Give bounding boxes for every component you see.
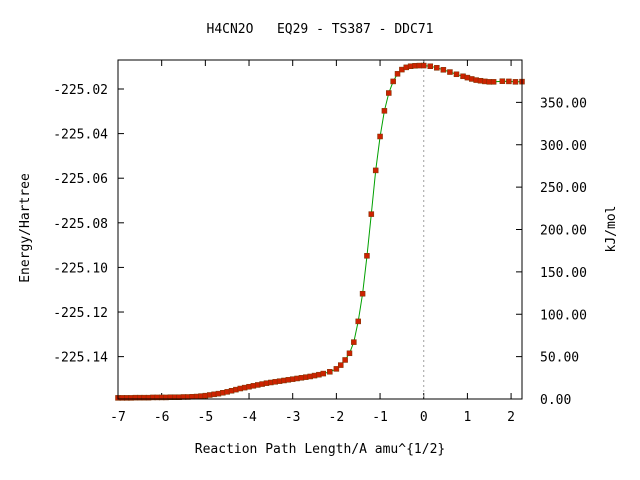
y-tick-label: -225.06 — [53, 172, 108, 187]
data-point — [377, 133, 383, 140]
data-point — [490, 79, 497, 85]
energy-curve-line — [118, 65, 523, 399]
x-tick-label: 2 — [507, 410, 515, 425]
data-point — [394, 71, 401, 77]
y2-tick-label: 300.00 — [540, 139, 587, 154]
x-tick-label: -4 — [241, 410, 257, 425]
energy-data-points — [115, 62, 525, 401]
y2-tick-label: 250.00 — [540, 181, 587, 196]
y2-tick-label: 150.00 — [540, 266, 587, 281]
data-point — [386, 90, 392, 96]
data-point — [512, 79, 519, 85]
y-tick-label: -225.10 — [53, 261, 108, 276]
y2-axis-title: kJ/mol — [604, 206, 619, 253]
data-point — [346, 350, 353, 357]
data-point — [420, 62, 427, 69]
x-tick-label: -6 — [154, 410, 170, 425]
data-point — [364, 253, 370, 259]
y2-tick-label: 0.00 — [540, 393, 571, 408]
plot-frame — [117, 59, 523, 400]
y-tick-label: -225.02 — [53, 83, 108, 98]
data-point — [427, 63, 434, 69]
y-axis-title: Energy/Hartree — [18, 173, 33, 283]
data-point — [447, 69, 453, 75]
data-point — [320, 370, 327, 377]
y2-axis-ticks: 0.00 50.00 100.00 150.00 200.00 250.00 300.00 3… — [516, 96, 587, 408]
y-tick-label: -225.12 — [53, 306, 108, 321]
data-point — [372, 167, 379, 174]
y-tick-label: -225.14 — [53, 351, 108, 366]
y2-tick-label: 50.00 — [540, 351, 579, 366]
y2-tick-label: 100.00 — [540, 308, 587, 323]
data-point — [506, 78, 512, 85]
x-tick-label: -7 — [110, 410, 126, 425]
data-point — [355, 318, 361, 325]
data-point — [327, 369, 333, 375]
data-point — [368, 211, 375, 217]
x-tick-label: -2 — [329, 410, 345, 425]
x-axis-ticks: -7 -6 -5 -4 -3 -2 -1 0 1 2 — [110, 60, 515, 425]
x-tick-label: -5 — [198, 410, 214, 425]
data-point — [351, 339, 357, 345]
data-point — [342, 357, 348, 363]
x-tick-label: 1 — [463, 410, 471, 425]
data-point — [333, 366, 340, 372]
chart-title: H4CN2O EQ29 - TS387 - DDC71 — [207, 22, 434, 37]
data-point — [390, 78, 396, 85]
data-point — [381, 108, 388, 114]
data-point — [453, 71, 460, 78]
data-point — [337, 362, 344, 368]
x-axis-title: Reaction Path Length/A amu^{1/2} — [195, 442, 445, 457]
data-point — [359, 290, 366, 297]
data-point — [499, 78, 506, 84]
y-axis-ticks: -225.02 -225.04 -225.06 -225.08 -225.10 -225.… — [53, 83, 124, 366]
data-point — [440, 67, 447, 73]
y-tick-label: -225.04 — [53, 128, 108, 143]
data-point — [434, 65, 440, 71]
x-tick-label: 0 — [420, 410, 428, 425]
y2-tick-label: 200.00 — [540, 224, 587, 239]
x-tick-label: -3 — [285, 410, 301, 425]
y-tick-label: -225.08 — [53, 217, 108, 232]
x-tick-label: -1 — [372, 410, 388, 425]
y2-tick-label: 350.00 — [540, 96, 587, 111]
